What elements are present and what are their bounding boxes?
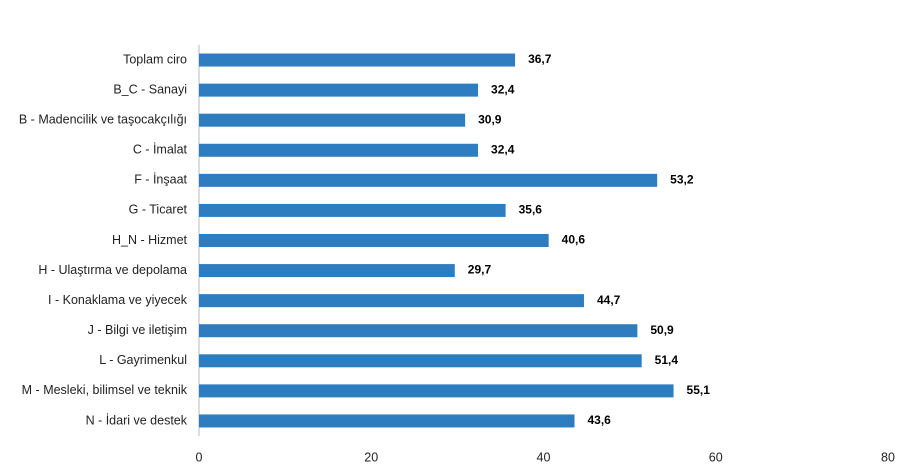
value-label: 35,6 bbox=[519, 203, 543, 217]
bar bbox=[199, 83, 479, 97]
x-tick-label: 0 bbox=[196, 450, 203, 464]
bar bbox=[199, 354, 642, 368]
value-label: 44,7 bbox=[597, 293, 621, 307]
y-tick-label: L - Gayrimenkul bbox=[99, 353, 187, 367]
y-tick-label: B - Madencilik ve taşocakçılığı bbox=[19, 112, 187, 126]
value-label: 36,7 bbox=[528, 52, 552, 66]
x-tick-label: 80 bbox=[881, 450, 895, 464]
value-label: 43,6 bbox=[588, 413, 612, 427]
value-label: 30,9 bbox=[478, 112, 502, 126]
bar bbox=[199, 173, 658, 187]
bar bbox=[199, 384, 674, 398]
value-label: 51,4 bbox=[655, 353, 679, 367]
y-tick-label: H - Ulaştırma ve depolama bbox=[38, 263, 187, 277]
y-tick-label: F - İnşaat bbox=[134, 173, 187, 187]
bar bbox=[199, 294, 584, 308]
x-tick-label: 40 bbox=[537, 450, 551, 464]
bar bbox=[199, 264, 455, 278]
bar bbox=[199, 143, 479, 157]
y-tick-label: H_N - Hizmet bbox=[112, 233, 188, 247]
bar bbox=[199, 234, 549, 247]
y-tick-label: M - Mesleki, bilimsel ve teknik bbox=[22, 383, 188, 397]
value-label: 55,1 bbox=[687, 383, 711, 397]
value-label: 29,7 bbox=[468, 263, 492, 277]
value-label: 40,6 bbox=[562, 233, 586, 247]
x-tick-label: 20 bbox=[364, 450, 378, 464]
bar bbox=[199, 414, 575, 428]
bar bbox=[199, 53, 516, 67]
y-tick-label: N - İdari ve destek bbox=[86, 413, 188, 427]
value-label: 50,9 bbox=[650, 323, 674, 337]
y-tick-label: I - Konaklama ve yiyecek bbox=[48, 293, 188, 307]
value-label: 53,2 bbox=[670, 173, 694, 187]
value-label: 32,4 bbox=[491, 142, 515, 156]
x-tick-label: 60 bbox=[709, 450, 723, 464]
y-tick-label: C - İmalat bbox=[133, 143, 188, 157]
value-label: 32,4 bbox=[491, 82, 515, 96]
y-tick-label: B_C - Sanayi bbox=[113, 82, 187, 96]
y-tick-label: Toplam ciro bbox=[123, 52, 187, 66]
y-tick-label: G - Ticaret bbox=[129, 203, 188, 217]
bar bbox=[199, 113, 466, 127]
bar bbox=[199, 324, 638, 338]
bar bbox=[199, 203, 506, 217]
y-tick-label: J - Bilgi ve iletişim bbox=[88, 323, 187, 337]
